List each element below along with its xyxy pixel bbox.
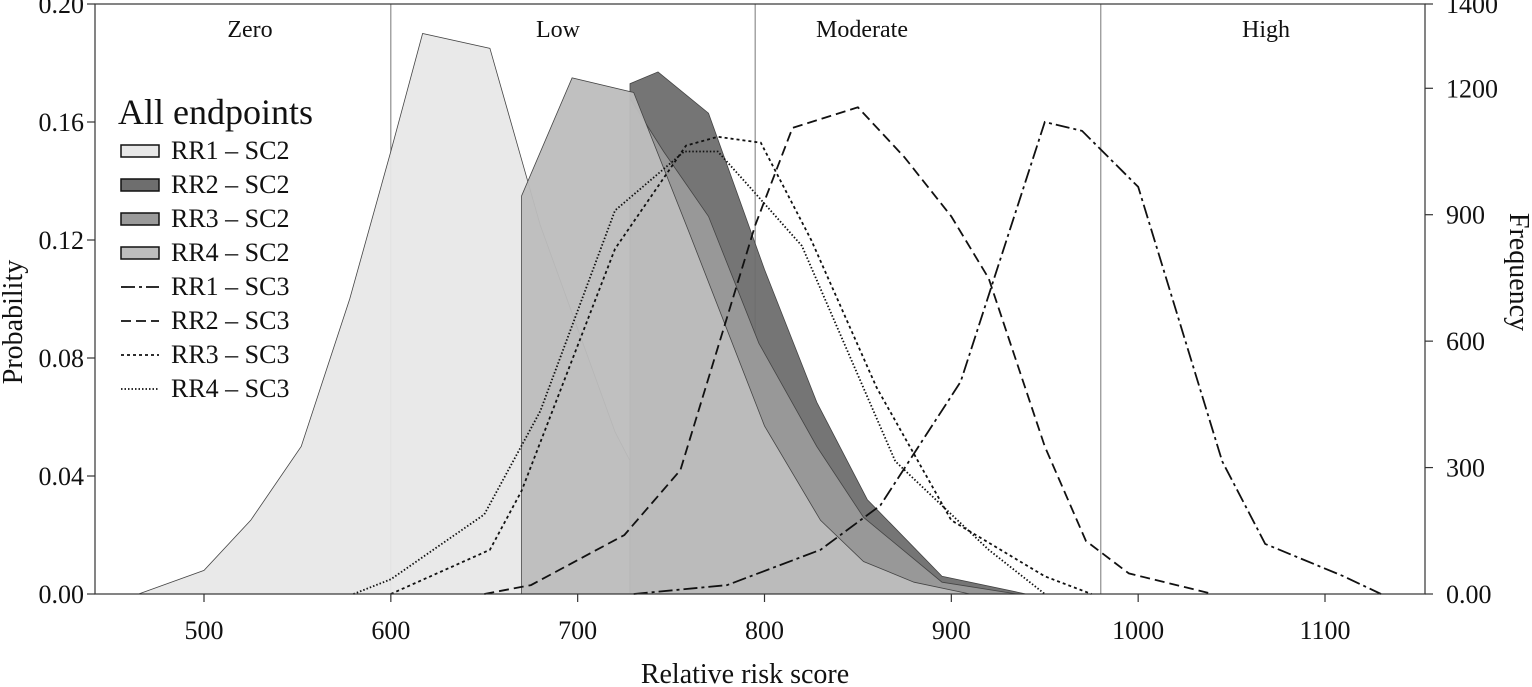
- legend-label: RR4 – SC3: [171, 374, 290, 403]
- y-right-tick-label: 600: [1446, 327, 1485, 356]
- line-rr3-sc3: [390, 135, 1092, 595]
- y-right-tick-label: 0.00: [1446, 580, 1492, 609]
- legend-label: RR4 – SC2: [171, 238, 290, 267]
- x-tick-label: 1000: [1112, 616, 1164, 645]
- legend: All endpoints RR1 – SC2 RR2 – SC2 RR3 – SC…: [118, 92, 313, 403]
- legend-swatch: [120, 246, 160, 260]
- y-right-tick-label: 1400: [1446, 0, 1498, 19]
- x-tick-label: 900: [932, 616, 971, 645]
- legend-label: RR1 – SC2: [171, 136, 290, 165]
- tick-layer: 500 600 700 800 900 1000 1100 0.00 0.04 0.08 0.12 0…: [39, 0, 1499, 645]
- legend-label: RR2 – SC2: [171, 170, 290, 199]
- left-axis-title: Probability: [0, 260, 29, 384]
- y-left-tick-label: 0.00: [39, 580, 85, 609]
- zone-layer: Zero Low Moderate High: [227, 4, 1290, 594]
- legend-label: RR3 – SC2: [171, 204, 290, 233]
- line-series-layer: [353, 106, 1382, 595]
- y-left-tick-label: 0.20: [39, 0, 85, 19]
- y-left-tick-label: 0.04: [39, 462, 85, 491]
- zone-label: Moderate: [816, 17, 908, 43]
- zone-label: Zero: [227, 17, 272, 43]
- y-left-tick-label: 0.16: [39, 108, 85, 137]
- legend-swatch: [120, 144, 160, 158]
- x-tick-label: 600: [371, 616, 410, 645]
- x-tick-label: 500: [185, 616, 224, 645]
- y-right-tick-label: 300: [1446, 454, 1485, 483]
- right-axis-title: Frequency: [1503, 213, 1532, 331]
- x-tick-label: 700: [558, 616, 597, 645]
- zone-label: Low: [536, 17, 581, 43]
- legend-title: All endpoints: [118, 92, 313, 132]
- line-rr2-sc3: [484, 106, 1214, 595]
- legend-swatch: [120, 178, 160, 192]
- line-rr1-sc3: [633, 120, 1382, 595]
- y-right-tick-label: 1200: [1446, 74, 1498, 103]
- legend-label: RR3 – SC3: [171, 340, 290, 369]
- area-rr4-sc2: [521, 77, 971, 595]
- legend-label: RR2 – SC3: [171, 306, 290, 335]
- x-tick-label: 800: [745, 616, 784, 645]
- y-left-tick-label: 0.12: [39, 226, 85, 255]
- x-tick-label: 1100: [1299, 616, 1350, 645]
- legend-swatch: [120, 212, 160, 226]
- zone-label: High: [1242, 17, 1290, 43]
- area-series-layer: [138, 33, 1027, 595]
- legend-label: RR1 – SC3: [171, 272, 290, 301]
- y-right-tick-label: 900: [1446, 201, 1485, 230]
- y-left-tick-label: 0.08: [39, 344, 85, 373]
- plot-frame: [94, 3, 1426, 595]
- x-axis-title: Relative risk score: [641, 659, 849, 687]
